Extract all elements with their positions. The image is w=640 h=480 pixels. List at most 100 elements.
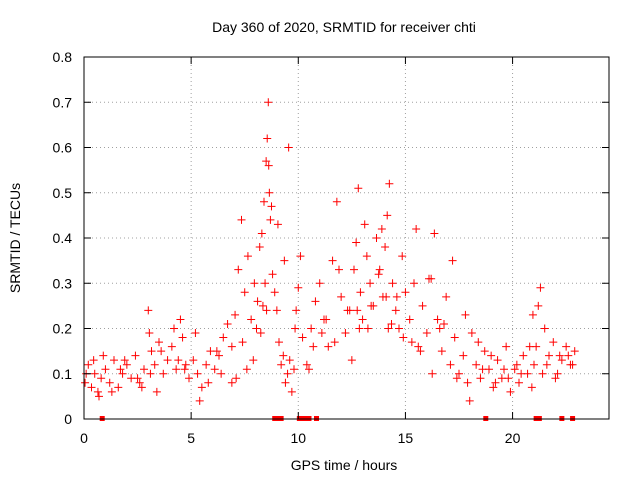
data-point xyxy=(538,369,547,378)
data-point xyxy=(290,365,298,374)
data-point xyxy=(144,306,153,315)
data-point xyxy=(302,360,311,369)
data-point xyxy=(435,324,444,333)
data-point xyxy=(440,319,448,328)
data-point xyxy=(465,396,474,405)
data-point xyxy=(242,365,251,374)
data-point xyxy=(150,360,159,369)
data-point xyxy=(292,306,301,315)
data-point xyxy=(387,319,396,328)
data-point xyxy=(252,324,261,333)
data-point xyxy=(255,243,264,252)
data-point xyxy=(240,288,249,297)
data-point xyxy=(515,378,523,387)
data-point xyxy=(294,283,303,292)
data-point xyxy=(510,365,519,374)
x-tick-label: 5 xyxy=(187,430,195,446)
data-point xyxy=(285,356,294,365)
data-point xyxy=(388,279,397,288)
data-point xyxy=(442,292,451,301)
data-point xyxy=(362,252,371,261)
data-point xyxy=(263,134,272,143)
data-point xyxy=(262,157,271,166)
y-tick-label: 0.5 xyxy=(53,185,73,201)
data-point xyxy=(267,202,276,211)
data-point xyxy=(363,324,372,333)
data-point xyxy=(399,333,408,342)
data-point xyxy=(536,283,545,292)
data-point xyxy=(341,329,350,338)
data-point xyxy=(210,365,219,374)
axis-ticks xyxy=(83,56,609,420)
data-point xyxy=(167,342,176,351)
data-point xyxy=(549,338,558,347)
data-point xyxy=(472,360,481,369)
data-point xyxy=(452,374,461,383)
data-point xyxy=(500,365,508,374)
data-point xyxy=(180,365,189,374)
data-point xyxy=(398,252,407,261)
data-point xyxy=(478,365,487,374)
data-point xyxy=(564,351,573,360)
data-point xyxy=(487,351,496,360)
x-tick-label: 0 xyxy=(80,430,88,446)
data-point xyxy=(291,324,300,333)
data-point xyxy=(120,356,129,365)
data-point xyxy=(107,387,116,396)
data-point xyxy=(217,369,226,378)
chart-title: Day 360 of 2020, SRMTID for receiver cht… xyxy=(212,19,476,35)
data-point xyxy=(530,360,538,369)
data-point xyxy=(372,234,381,242)
data-point xyxy=(277,360,286,369)
data-point xyxy=(189,356,198,365)
data-point xyxy=(332,197,341,206)
data-point xyxy=(266,215,275,224)
data-point xyxy=(355,324,364,333)
data-point xyxy=(116,365,125,374)
data-point xyxy=(542,360,551,369)
data-point xyxy=(375,265,384,274)
data-point xyxy=(407,338,416,347)
x-tick-label: 20 xyxy=(505,430,521,446)
data-point xyxy=(122,360,131,369)
data-point xyxy=(296,252,305,261)
data-point xyxy=(257,229,266,238)
data-point xyxy=(237,215,246,224)
data-point xyxy=(197,383,206,392)
data-point xyxy=(433,315,442,324)
data-point xyxy=(191,329,200,338)
tick-labels: 0 0.1 0.2 0.3 0.4 0.5 0.6 0.7 0.8 0 5 10 15 20 xyxy=(53,49,521,446)
data-point xyxy=(265,188,274,197)
data-point xyxy=(525,342,534,351)
data-point xyxy=(315,279,324,288)
data-point xyxy=(87,383,96,392)
data-point xyxy=(401,288,410,297)
data-point xyxy=(553,369,562,378)
data-point xyxy=(270,288,279,297)
y-tick-label: 0.4 xyxy=(53,230,73,246)
data-point xyxy=(90,369,99,378)
data-point xyxy=(324,342,333,351)
data-point xyxy=(249,356,258,365)
data-point xyxy=(480,347,489,356)
data-point xyxy=(534,301,543,310)
data-point xyxy=(247,315,256,324)
data-point xyxy=(118,369,127,378)
data-point xyxy=(176,315,185,324)
x-tick-label: 10 xyxy=(290,430,306,446)
data-point xyxy=(391,306,400,315)
data-point xyxy=(410,279,418,288)
data-point xyxy=(287,387,296,396)
data-point xyxy=(268,270,277,279)
data-point xyxy=(557,356,566,365)
data-point xyxy=(227,342,236,351)
data-point xyxy=(382,292,391,301)
data-point xyxy=(352,238,361,247)
data-point xyxy=(273,220,282,229)
data-point xyxy=(461,310,470,319)
data-point xyxy=(219,333,228,342)
data-point xyxy=(347,356,356,365)
data-point xyxy=(545,351,553,360)
data-point xyxy=(491,378,500,387)
